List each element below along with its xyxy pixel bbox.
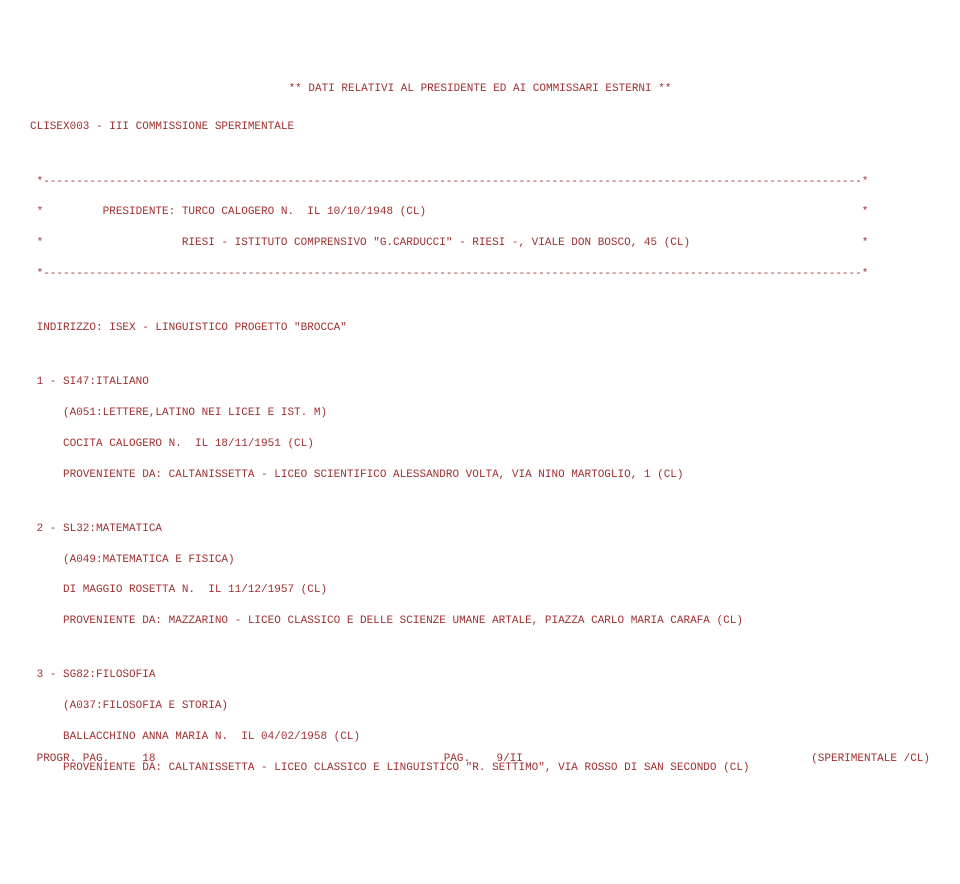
- member-2-title: 2 - SL32:MATEMATICA: [30, 522, 930, 537]
- divider-top: *---------------------------------------…: [30, 175, 930, 190]
- member-3-subject: (A037:FILOSOFIA E STORIA): [30, 699, 930, 714]
- member-1-subject: (A051:LETTERE,LATINO NEI LICEI E IST. M): [30, 406, 930, 421]
- president-institute: * RIESI - ISTITUTO COMPRENSIVO "G.CARDUC…: [30, 236, 930, 251]
- member-3-name: BALLACCHINO ANNA MARIA N. IL 04/02/1958 …: [30, 730, 930, 745]
- footer: PROGR. PAG. 18 PAG. 9/II (SPERIMENTALE /…: [30, 752, 930, 767]
- member-2-name: DI MAGGIO ROSETTA N. IL 11/12/1957 (CL): [30, 583, 930, 598]
- member-1-origin: PROVENIENTE DA: CALTANISSETTA - LICEO SC…: [30, 468, 930, 483]
- member-2-origin: PROVENIENTE DA: MAZZARINO - LICEO CLASSI…: [30, 614, 930, 629]
- member-1-title: 1 - SI47:ITALIANO: [30, 375, 930, 390]
- divider-bottom: *---------------------------------------…: [30, 267, 930, 282]
- president-line: * PRESIDENTE: TURCO CALOGERO N. IL 10/10…: [30, 205, 930, 220]
- footer-right: (SPERIMENTALE /CL): [811, 752, 930, 767]
- footer-left: PROGR. PAG. 18: [30, 752, 155, 767]
- member-1-name: COCITA CALOGERO N. IL 18/11/1951 (CL): [30, 437, 930, 452]
- member-3-title: 3 - SG82:FILOSOFIA: [30, 668, 930, 683]
- member-2-subject: (A049:MATEMATICA E FISICA): [30, 553, 930, 568]
- footer-center: PAG. 9/II: [444, 752, 523, 767]
- indirizzo-line: INDIRIZZO: ISEX - LINGUISTICO PROGETTO "…: [30, 321, 930, 336]
- main-title: ** DATI RELATIVI AL PRESIDENTE ED AI COM…: [30, 82, 930, 97]
- sub-title: CLISEX003 - III COMMISSIONE SPERIMENTALE: [30, 120, 930, 135]
